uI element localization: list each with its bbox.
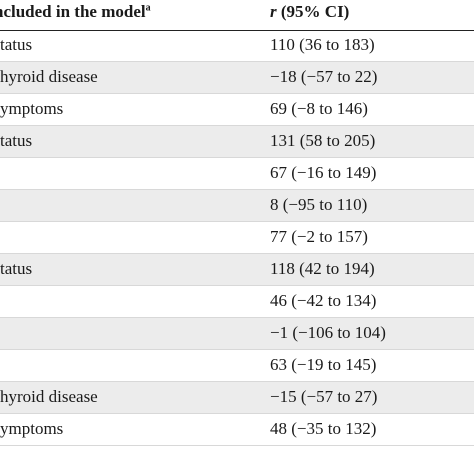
table-row: ymptoms 48 (−35 to 132) [0,414,474,446]
table-row: 77 (−2 to 157) [0,222,474,254]
cell-variable: tatus [0,131,33,150]
cell-variable: tatus [0,259,33,278]
cell-r-ci: 69 (−8 to 146) [270,99,368,118]
cell-r-ci: 77 (−2 to 157) [270,227,368,246]
cell-variable: ymptoms [0,99,64,118]
table-row: tatus 110 (36 to 183) [0,30,474,62]
cell-variable: ymptoms [0,419,64,438]
header-r-ci: r (95% CI) [270,2,349,22]
cell-r-ci: −15 (−57 to 27) [270,387,378,406]
cell-variable: hyroid disease [0,387,98,406]
table-row: tatus 131 (58 to 205) [0,126,474,158]
table-row: 67 (−16 to 149) [0,158,474,190]
header-ci-text: (95% CI) [276,2,350,21]
cell-r-ci: 131 (58 to 205) [270,131,376,150]
cell-r-ci: 8 (−95 to 110) [270,195,368,214]
table-row: hyroid disease −18 (−57 to 22) [0,62,474,94]
table-row: 8 (−95 to 110) [0,190,474,222]
table-row: 46 (−42 to 134) [0,286,474,318]
table-row: hyroid disease −15 (−57 to 27) [0,382,474,414]
cell-r-ci: 46 (−42 to 134) [270,291,377,310]
cell-r-ci: 48 (−35 to 132) [270,419,377,438]
cell-variable: hyroid disease [0,67,98,86]
table-row: 63 (−19 to 145) [0,350,474,382]
cell-r-ci: 67 (−16 to 149) [270,163,377,182]
table-row: −1 (−106 to 104) [0,318,474,350]
cell-r-ci: 63 (−19 to 145) [270,355,377,374]
cell-r-ci: −1 (−106 to 104) [270,323,386,342]
table-body: tatus 110 (36 to 183) hyroid disease −18 (−… [0,30,474,446]
cell-r-ci: −18 (−57 to 22) [270,67,378,86]
table-header: ncluded in the modela r (95% CI) [0,0,474,31]
table-row: tatus 118 (42 to 194) [0,254,474,286]
cell-r-ci: 118 (42 to 194) [270,259,375,278]
header-r-symbol: r [270,2,277,21]
cell-variable: tatus [0,35,33,54]
cell-r-ci: 110 (36 to 183) [270,35,375,54]
header-variables-included: ncluded in the modela [0,2,151,22]
header-variables-text: ncluded in the model [0,2,146,21]
table-row: ymptoms 69 (−8 to 146) [0,94,474,126]
header-footnote-marker: a [145,2,151,14]
